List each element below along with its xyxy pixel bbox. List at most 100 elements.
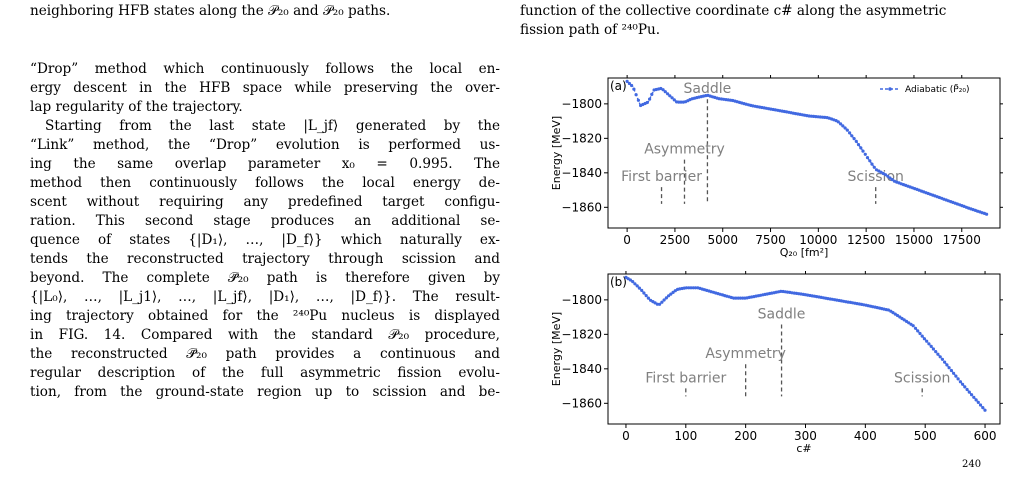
data-point [672, 98, 676, 102]
data-point [854, 139, 858, 143]
paragraph-2-line-10: {|L₀⟩, …, |L_j1⟩, …, |L_jf⟩, |D₁⟩, …, |D… [30, 289, 500, 305]
data-point [963, 385, 967, 389]
data-point [691, 286, 695, 290]
data-point [886, 174, 890, 178]
x-tick-label: 300 [794, 429, 817, 443]
data-point [633, 282, 637, 286]
data-point [972, 395, 976, 399]
data-point [640, 288, 644, 292]
y-tick-label: −1800 [561, 97, 602, 111]
top-caption-fragment: neighboring HFB states along the 𝒫₂₀ and… [30, 3, 391, 19]
legend-label: Adiabatic (P̃₂₀) [905, 83, 969, 95]
data-point [859, 146, 863, 150]
x-tick-label: 600 [974, 429, 997, 443]
data-point [970, 393, 974, 397]
data-point [734, 296, 738, 300]
data-point [929, 344, 933, 348]
annotation-label: Saddle [758, 307, 806, 323]
data-point [958, 380, 962, 384]
x-axis-label: c# [796, 442, 811, 455]
data-point [738, 296, 742, 300]
data-point [741, 296, 745, 300]
figure-caption-line-2: fission path of ²⁴⁰Pu. [520, 22, 661, 38]
x-tick-label: 17500 [943, 233, 981, 247]
x-tick-label: 200 [734, 429, 757, 443]
data-point [985, 212, 989, 216]
y-tick-label: −1860 [561, 200, 602, 214]
data-point [807, 114, 811, 118]
paragraph-1-line-1: “Drop” method which continuously follows… [30, 61, 500, 77]
data-point [934, 350, 938, 354]
figure-caption-line-1: function of the collective coordinate c#… [520, 3, 947, 19]
annotation-label: Scission [848, 169, 904, 185]
data-point [666, 92, 670, 96]
data-point [976, 400, 980, 404]
data-point [664, 296, 668, 300]
data-point [628, 278, 632, 282]
plot-frame [607, 273, 1001, 425]
y-axis-label: Energy [MeV] [550, 116, 563, 190]
data-point [625, 79, 629, 83]
data-point [661, 88, 665, 92]
data-point [978, 403, 983, 407]
data-point [650, 92, 654, 96]
data-point [895, 313, 900, 318]
data-point [925, 339, 929, 343]
data-point [850, 134, 854, 138]
data-point [823, 115, 827, 119]
paragraph-2-line-13: the reconstructed 𝒫̃₂₀ path provides a c… [30, 346, 500, 362]
data-point [818, 115, 822, 119]
data-point [632, 87, 636, 91]
data-point [732, 296, 736, 300]
data-point [949, 368, 953, 373]
data-point [947, 366, 951, 370]
data-point [839, 122, 843, 126]
paragraph-2-line-2: “Link” method, the “Drop” evolution is p… [30, 137, 500, 153]
paragraph-2-line-5: scent without requiring any predefined t… [30, 194, 500, 210]
data-point [812, 114, 816, 118]
y-tick-label: −1840 [561, 166, 602, 180]
paragraph-2-line-4: method then continuously follows the loc… [30, 175, 500, 191]
x-tick-label: 400 [854, 429, 877, 443]
paragraph-2-line-11: ing trajectory obtained for the ²⁴⁰Pu nu… [30, 308, 500, 324]
data-point [630, 83, 634, 88]
data-point [667, 294, 671, 298]
plot-frame [607, 77, 1001, 229]
x-tick-label: 15000 [895, 233, 933, 247]
x-tick-label: 2500 [660, 233, 691, 247]
data-point [852, 137, 856, 141]
data-point [836, 120, 840, 124]
annotation-label: Saddle [684, 81, 732, 97]
panel-a: (a) −1800 −1820 −1840 −1860 0 2500 5000 7500 1000… [550, 75, 1003, 259]
paragraph-2-line-9: beyond. The complete 𝒫̃₂₀ path is theref… [30, 270, 500, 286]
paragraph-2-line-12: in FIG. 14. Compared with the standard 𝒫… [30, 327, 500, 343]
data-point [644, 294, 648, 298]
data-point [907, 321, 911, 325]
data-point [669, 292, 673, 296]
data-point [940, 357, 944, 361]
annotation-label: First barrier [645, 370, 726, 386]
data-point [961, 382, 965, 386]
paragraph-2-line-3: ing the same overlap parameter x₀ = 0.99… [30, 156, 500, 172]
paragraph-1-line-3: lap regularity of the trajectory. [30, 99, 243, 115]
x-tick-label: 10000 [799, 233, 837, 247]
series-line [625, 276, 986, 411]
data-point [890, 178, 894, 182]
data-point [848, 131, 852, 135]
data-point [660, 300, 664, 304]
data-point [693, 286, 698, 290]
data-point [642, 291, 646, 295]
x-tick-label: 5000 [707, 233, 738, 247]
data-point [883, 173, 888, 177]
data-point [913, 326, 918, 330]
y-tick-label: −1860 [561, 396, 602, 410]
data-point [648, 97, 652, 101]
data-point [646, 296, 650, 300]
y-tick-label: −1820 [561, 327, 602, 341]
data-point [856, 143, 861, 147]
data-point [954, 374, 958, 378]
panel-label: (a) [610, 79, 627, 93]
data-point [870, 162, 874, 166]
data-point [956, 377, 960, 381]
